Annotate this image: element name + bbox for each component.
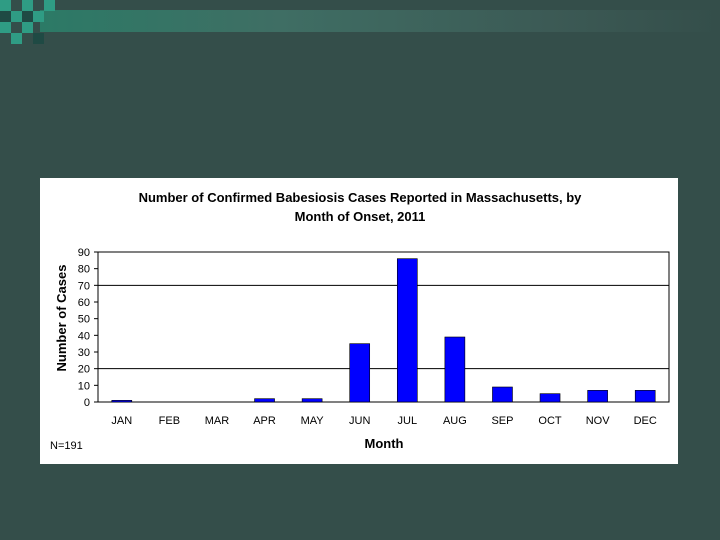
bar-oct [539,393,561,403]
y-tick-label: 10 [78,380,90,392]
deco-square [44,0,55,11]
chart-panel: Number of Confirmed Babesiosis Cases Rep… [40,178,678,464]
deco-square [0,11,11,22]
bar-dec [634,390,656,403]
x-tick-label: APR [253,415,276,427]
y-tick-label: 50 [78,314,90,326]
x-tick-label: JUN [349,415,370,427]
deco-square [22,0,33,11]
x-tick-label: AUG [443,415,467,427]
deco-square [33,33,44,44]
y-tick-label: 70 [78,280,90,292]
babesiosis-bar-chart: Number of Confirmed Babesiosis Cases Rep… [50,190,670,452]
bar-jan [111,400,133,403]
x-tick-label: SEP [491,415,513,427]
bar-sep [492,386,513,403]
deco-square [22,11,33,22]
y-tick-label: 40 [78,330,90,342]
x-tick-label: JAN [111,415,132,427]
y-tick-label: 0 [84,397,90,409]
deco-square [33,11,44,22]
y-tick-label: 60 [78,297,90,309]
bar-may [301,398,323,403]
x-tick-label: JUL [398,415,418,427]
plot-area: 0 10 20 30 40 50 60 70 80 90 JAN FEB MAR APR MAY JUN JUL… [78,247,670,427]
bar-jul [396,258,418,403]
x-tick-label: NOV [586,415,611,427]
y-tick-label: 20 [78,364,90,376]
y-tick-label: 80 [78,264,90,276]
x-axis-title: Month [365,436,404,451]
x-tick-label: MAR [205,415,230,427]
deco-square [22,22,33,33]
header-band [40,10,720,32]
bar-aug [444,336,466,403]
deco-square [0,0,11,11]
deco-square [0,22,11,33]
y-axis-title: Number of Cases [54,265,69,372]
chart-title-line-2: Month of Onset, 2011 [295,209,426,224]
bar-nov [587,390,608,403]
chart-title-line-1: Number of Confirmed Babesiosis Cases Rep… [139,190,583,205]
deco-square [11,11,22,22]
deco-square [11,33,22,44]
sample-size-note: N=191 [50,440,83,452]
x-tick-label: DEC [634,415,657,427]
x-tick-label: OCT [538,415,562,427]
plot-frame [97,251,670,403]
header-decoration [0,0,720,48]
x-tick-label: MAY [301,415,325,427]
bar-apr [254,398,275,403]
bar-jun [349,343,371,403]
y-tick-label: 90 [78,247,90,259]
y-tick-label: 30 [78,347,90,359]
x-tick-label: FEB [159,415,180,427]
